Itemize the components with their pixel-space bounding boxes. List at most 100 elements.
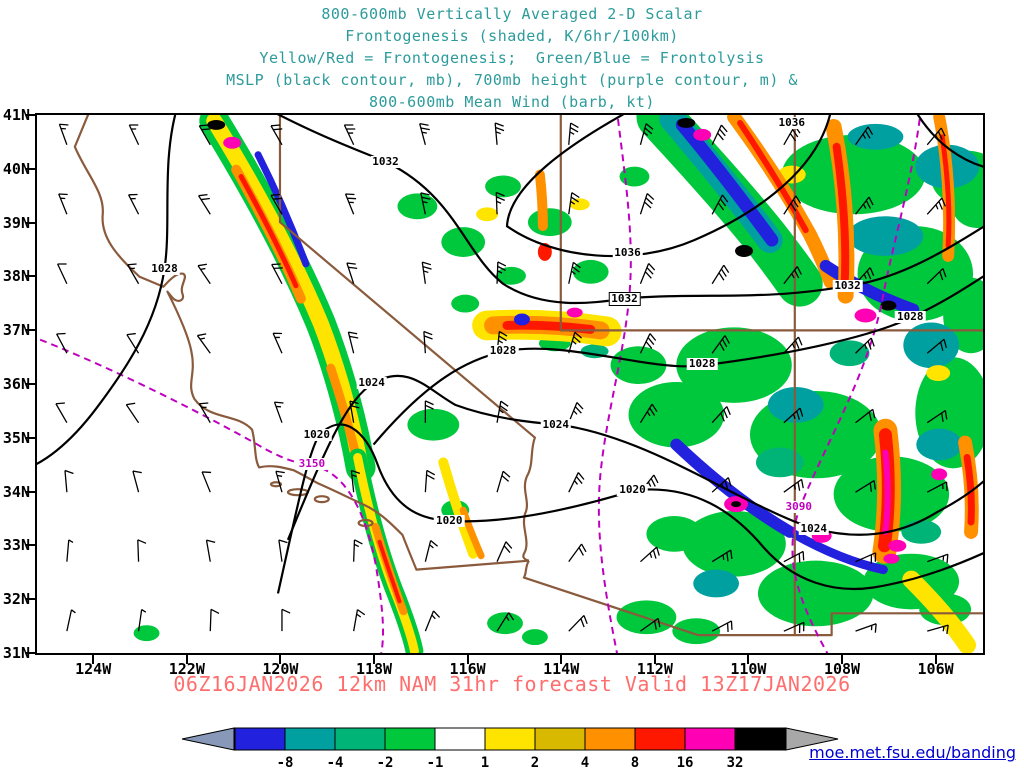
wind-barb [57, 263, 68, 285]
wind-barb [783, 478, 804, 493]
wind-barb [568, 261, 581, 284]
mexico-border [522, 560, 983, 637]
wind-barb [640, 546, 660, 563]
axis-tick [373, 655, 375, 664]
wind-barb [137, 539, 147, 562]
lat-tick-label: 34N [2, 482, 30, 501]
wind-barb [855, 126, 874, 146]
wind-barb [419, 123, 430, 145]
wind-barb [198, 193, 211, 215]
wind-barb [711, 194, 729, 215]
map-svg [37, 115, 983, 653]
axis-tick [26, 436, 35, 439]
wind-barb [711, 620, 733, 632]
colorbar-tick-label: 8 [631, 755, 639, 768]
wind-barb [272, 332, 283, 354]
wind-barb [424, 610, 441, 632]
wind-barb [350, 469, 361, 493]
wind-barb [496, 612, 515, 632]
wind-barb [783, 266, 802, 285]
wind-barb [639, 193, 655, 215]
axis-tick [26, 598, 35, 601]
wind-barb [56, 332, 68, 354]
colorbar-tick-label: 4 [581, 755, 589, 768]
lat-tick-label: 40N [2, 159, 30, 178]
wind-barb [855, 552, 877, 564]
wind-barb [201, 471, 212, 493]
state-borders-layer [73, 115, 983, 637]
chart-title: 800-600mb Vertically Averaged 2-D Scalar… [0, 3, 1024, 113]
axis-tick [26, 490, 35, 493]
wind-barb [926, 481, 948, 493]
colorbar-cell [584, 727, 636, 751]
wind-barb [926, 197, 946, 215]
channel-island [286, 488, 309, 497]
wind-barb [639, 333, 657, 354]
title-line-3: Yellow/Red = Frontogenesis; Green/Blue =… [259, 49, 765, 67]
wind-barbs-layer [55, 122, 949, 635]
site-link[interactable]: moe.met.fsu.edu/banding [809, 743, 1016, 762]
wind-barb [275, 470, 285, 493]
wind-barb [568, 331, 583, 354]
lon-tick-label: 106W [917, 660, 954, 678]
wind-barb [273, 401, 284, 423]
wind-barb [196, 333, 211, 354]
wind-barb [353, 539, 363, 562]
wind-barb [639, 403, 658, 424]
wind-barb [783, 621, 805, 634]
colorbar-right-arrow [785, 727, 839, 751]
lon-tick-label: 122W [168, 660, 205, 678]
lat-tick-label: 31N [2, 644, 30, 662]
lat-tick-label: 36N [2, 375, 30, 393]
axis-tick [560, 655, 563, 664]
colorbar-svg: -8 -4 -2 -1 1 2 4 8 16 32 [181, 727, 839, 768]
colorbar-cell [384, 727, 436, 751]
colorbar-cell [684, 727, 736, 751]
frontogenesis-shading-layer [133, 115, 983, 653]
wind-barb [137, 608, 147, 632]
wind-barb [197, 263, 211, 285]
wind-barb [353, 609, 366, 632]
wind-barb [66, 609, 76, 632]
wind-barb [494, 122, 505, 145]
wind-barb [783, 125, 801, 146]
axis-tick [26, 275, 35, 278]
wind-barb [926, 409, 948, 424]
wind-barb [783, 550, 805, 563]
colorbar-tick-label: -1 [427, 755, 444, 768]
wind-barb [855, 408, 876, 424]
colorbar-cell [434, 727, 486, 751]
wind-barb [711, 335, 730, 354]
wind-barb [568, 543, 587, 563]
wind-barb [855, 623, 877, 633]
axis-tick [26, 114, 35, 116]
colorbar-tick-label: 32 [727, 755, 744, 768]
wind-barb [927, 624, 949, 635]
lat-tick-label: 35N [2, 428, 30, 447]
colorbar-cell [334, 727, 386, 751]
axis-tick [466, 655, 469, 664]
axis-tick [747, 655, 750, 664]
wind-barb [711, 477, 732, 493]
colorbar-cell [234, 727, 286, 751]
axis-tick [26, 544, 35, 547]
wind-barb [346, 262, 358, 284]
wind-barb [568, 615, 588, 632]
wind-barb [209, 608, 220, 632]
wind-barb [783, 336, 803, 354]
wind-barb [420, 192, 431, 215]
colorbar-tick-label: -8 [277, 755, 294, 768]
wind-barb [281, 608, 291, 632]
colorbar-cell [734, 727, 786, 751]
wind-barb [128, 124, 140, 146]
title-line-1: 800-600mb Vertically Averaged 2-D Scalar [321, 5, 703, 23]
channel-island [313, 495, 330, 504]
colorbar: -8 -4 -2 -1 1 2 4 8 16 32 [180, 726, 840, 768]
lat-axis: 41N 40N 39N 38N 37N 36N 35N 34N 33N 32N 31N [0, 106, 32, 662]
channel-island [269, 481, 283, 488]
lon-tick-label: 112W [636, 660, 673, 678]
wind-barb [926, 338, 947, 354]
lon-tick-label: 114W [543, 660, 580, 678]
wind-barb [568, 122, 579, 145]
colorbar-tick-label: 2 [531, 755, 539, 768]
